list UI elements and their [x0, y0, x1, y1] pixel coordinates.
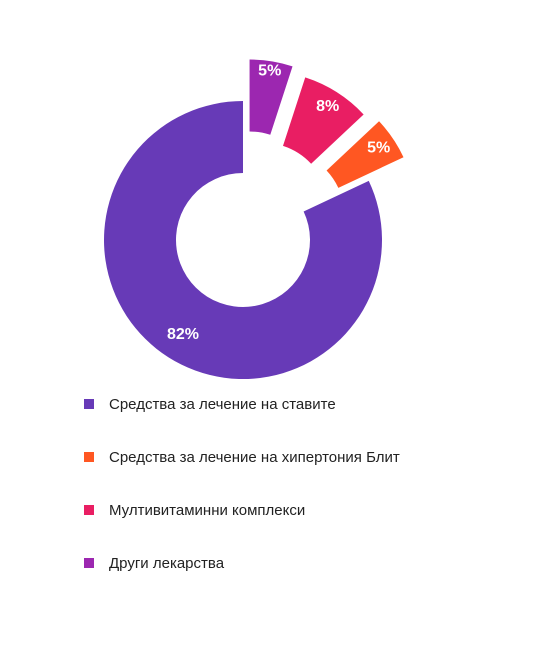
slice-other[interactable] — [249, 59, 293, 135]
legend-item-other[interactable]: Други лекарства — [84, 550, 400, 576]
slice-label-joints: 82% — [167, 326, 199, 343]
legend-swatch — [84, 558, 94, 568]
legend-item-hypertension[interactable]: Средства за лечение на хипертония Блит — [84, 444, 400, 470]
slice-joints[interactable] — [104, 101, 383, 379]
legend-item-joints[interactable]: Средства за лечение на ставите — [84, 391, 400, 417]
slice-group-other: 5% — [249, 59, 293, 135]
slice-group-multivitamins: 8% — [282, 77, 364, 164]
legend-label: Средства за лечение на ставите — [109, 395, 336, 413]
slice-group-hypertension: 5% — [326, 121, 404, 188]
slice-label-hypertension: 5% — [367, 139, 390, 156]
chart-legend: Средства за лечение на ставите Средства з… — [84, 391, 400, 603]
slice-label-multivitamins: 8% — [316, 98, 339, 115]
slice-hypertension[interactable] — [326, 121, 404, 188]
legend-label: Средства за лечение на хипертония Блит — [109, 448, 400, 466]
legend-item-multivitamins[interactable]: Мултивитаминни комплекси — [84, 497, 400, 523]
legend-swatch — [84, 399, 94, 409]
legend-label: Мултивитаминни комплекси — [109, 501, 306, 519]
slice-label-other: 5% — [258, 63, 281, 80]
slice-multivitamins[interactable] — [282, 77, 364, 164]
legend-label: Други лекарства — [109, 554, 225, 572]
donut-chart: 5% 8% 5% 82% — [104, 59, 404, 379]
legend-swatch — [84, 452, 94, 462]
legend-swatch — [84, 505, 94, 515]
slice-group-joints: 82% — [104, 101, 383, 379]
